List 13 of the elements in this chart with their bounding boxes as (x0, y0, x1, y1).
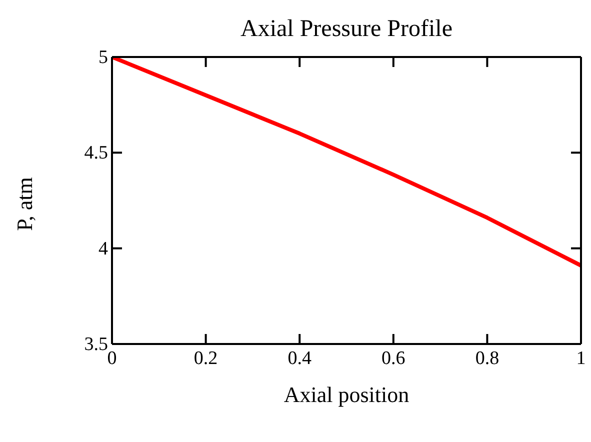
y-tick-label: 3.5 (84, 334, 108, 355)
x-tick-label: 0.8 (475, 348, 500, 369)
x-axis-title: Axial position (282, 382, 410, 408)
x-tick-label: 0.6 (382, 348, 406, 369)
x-tick-label: 0 (107, 348, 117, 369)
x-tick-label: 1 (576, 348, 586, 369)
chart-title: Axial Pressure Profile (240, 16, 454, 43)
y-tick-label: 4.5 (84, 142, 108, 164)
y-tick-label: 4 (98, 238, 108, 260)
y-axis-title: P, atm (12, 177, 38, 231)
y-tick-label: 5 (98, 47, 108, 68)
x-tick-label: 0.4 (288, 348, 312, 369)
x-tick-label: 0.2 (194, 348, 218, 369)
